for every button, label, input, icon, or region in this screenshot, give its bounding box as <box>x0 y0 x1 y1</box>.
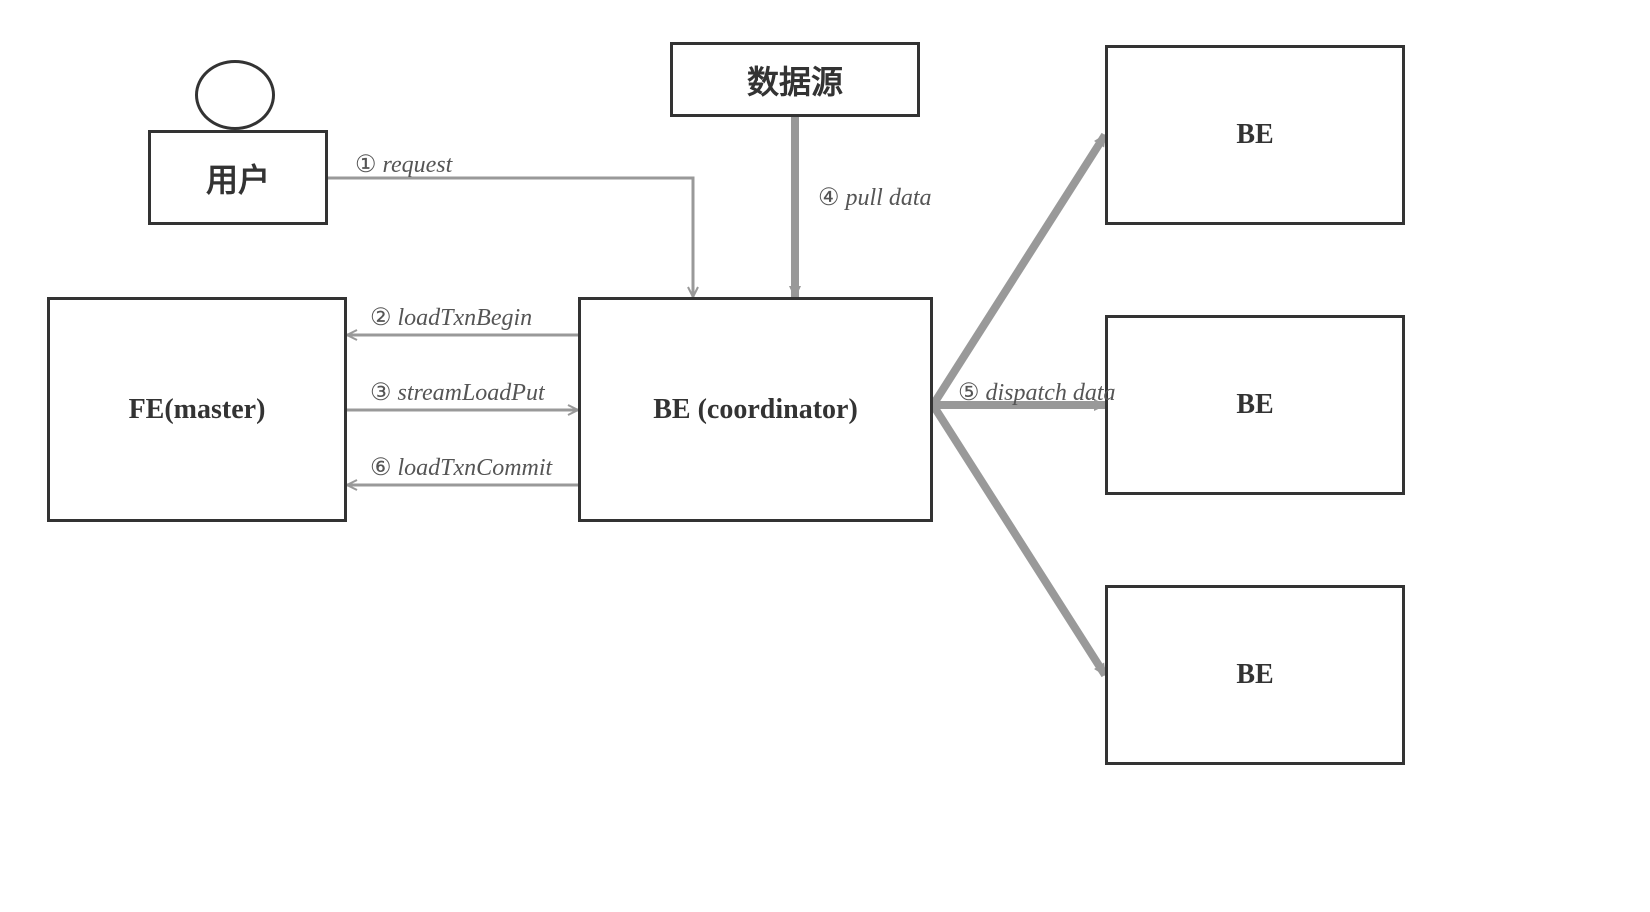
edge-label-pullData: ④ pull data <box>818 183 932 212</box>
step-text: pull data <box>840 185 932 211</box>
fe-master-node: FE(master) <box>47 297 347 522</box>
be-coordinator-node: BE (coordinator) <box>578 297 933 522</box>
coordinator-label: BE (coordinator) <box>653 394 858 426</box>
step-text: loadTxnCommit <box>392 455 553 481</box>
user-actor-head <box>195 60 275 130</box>
edge-dispatch1 <box>933 135 1105 405</box>
step-number: ④ <box>818 184 840 211</box>
datasource-label: 数据源 <box>747 57 843 103</box>
datasource-node: 数据源 <box>670 42 920 117</box>
edge-label-request: ① request <box>355 150 452 179</box>
edge-request <box>328 178 693 297</box>
step-number: ⑤ <box>958 379 980 406</box>
edge-label-streamLoadPut: ③ streamLoadPut <box>370 378 545 407</box>
step-text: streamLoadPut <box>392 380 545 406</box>
be-node-3: BE <box>1105 585 1405 765</box>
user-label: 用户 <box>206 155 270 201</box>
fe-label: FE(master) <box>129 394 266 426</box>
be2-label: BE <box>1236 389 1273 421</box>
be-node-1: BE <box>1105 45 1405 225</box>
edge-label-dispatch2: ⑤ dispatch data <box>958 378 1116 407</box>
step-number: ① <box>355 151 377 178</box>
user-node: 用户 <box>148 130 328 225</box>
step-number: ⑥ <box>370 454 392 481</box>
be-node-2: BE <box>1105 315 1405 495</box>
step-text: request <box>377 152 453 178</box>
edge-label-loadTxnBegin: ② loadTxnBegin <box>370 303 532 332</box>
step-text: dispatch data <box>980 380 1116 406</box>
be1-label: BE <box>1236 119 1273 151</box>
edge-label-loadTxnCommit: ⑥ loadTxnCommit <box>370 453 552 482</box>
step-number: ③ <box>370 379 392 406</box>
step-text: loadTxnBegin <box>392 305 533 331</box>
edge-dispatch3 <box>933 405 1105 675</box>
be3-label: BE <box>1236 659 1273 691</box>
step-number: ② <box>370 304 392 331</box>
